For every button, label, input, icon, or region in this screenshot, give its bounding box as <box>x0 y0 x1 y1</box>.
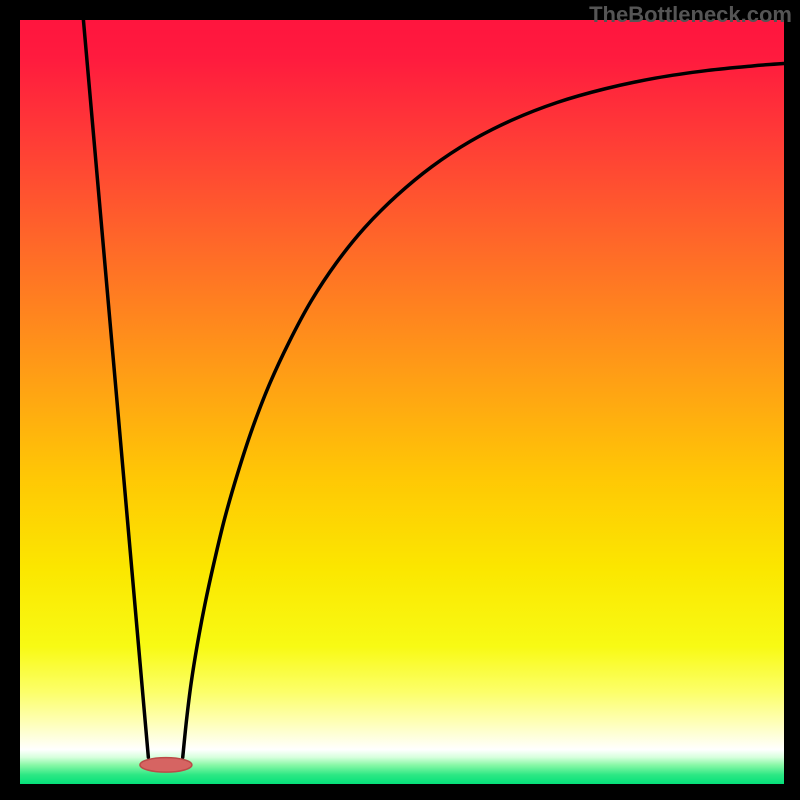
watermark-text: TheBottleneck.com <box>589 2 792 28</box>
plot-gradient <box>20 20 784 784</box>
optimal-point-marker <box>140 758 192 773</box>
